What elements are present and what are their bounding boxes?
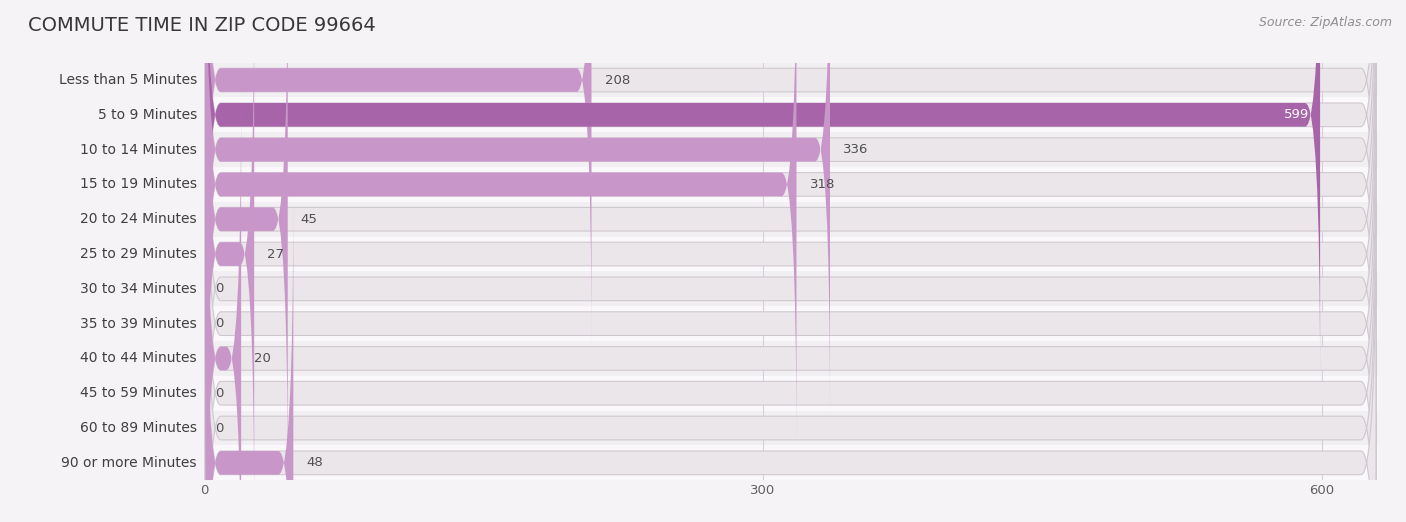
FancyBboxPatch shape <box>204 271 1378 306</box>
FancyBboxPatch shape <box>205 92 1376 522</box>
Text: 45 to 59 Minutes: 45 to 59 Minutes <box>80 386 197 400</box>
FancyBboxPatch shape <box>204 167 1378 202</box>
FancyBboxPatch shape <box>204 376 1378 411</box>
FancyBboxPatch shape <box>205 0 1320 382</box>
Text: 35 to 39 Minutes: 35 to 39 Minutes <box>80 317 197 330</box>
FancyBboxPatch shape <box>205 57 1376 522</box>
FancyBboxPatch shape <box>204 63 1378 98</box>
FancyBboxPatch shape <box>204 98 1378 132</box>
Text: 20: 20 <box>254 352 271 365</box>
Text: 599: 599 <box>1284 109 1309 121</box>
FancyBboxPatch shape <box>205 127 1376 522</box>
Text: 0: 0 <box>215 282 224 295</box>
Text: COMMUTE TIME IN ZIP CODE 99664: COMMUTE TIME IN ZIP CODE 99664 <box>28 16 375 34</box>
Text: 27: 27 <box>267 247 284 260</box>
Text: 25 to 29 Minutes: 25 to 29 Minutes <box>80 247 197 261</box>
Text: 40 to 44 Minutes: 40 to 44 Minutes <box>80 351 197 365</box>
Text: 318: 318 <box>810 178 835 191</box>
FancyBboxPatch shape <box>205 196 294 522</box>
Text: 48: 48 <box>307 456 323 469</box>
Text: 336: 336 <box>844 143 869 156</box>
FancyBboxPatch shape <box>205 0 830 416</box>
Text: 90 or more Minutes: 90 or more Minutes <box>62 456 197 470</box>
FancyBboxPatch shape <box>204 445 1378 480</box>
FancyBboxPatch shape <box>204 306 1378 341</box>
Text: 5 to 9 Minutes: 5 to 9 Minutes <box>97 108 197 122</box>
Text: 60 to 89 Minutes: 60 to 89 Minutes <box>80 421 197 435</box>
Text: 30 to 34 Minutes: 30 to 34 Minutes <box>80 282 197 296</box>
Text: Less than 5 Minutes: Less than 5 Minutes <box>59 73 197 87</box>
FancyBboxPatch shape <box>205 0 592 347</box>
FancyBboxPatch shape <box>205 196 1376 522</box>
FancyBboxPatch shape <box>205 0 288 486</box>
FancyBboxPatch shape <box>205 0 1376 451</box>
FancyBboxPatch shape <box>205 0 1376 382</box>
FancyBboxPatch shape <box>205 0 1376 520</box>
Text: 45: 45 <box>301 213 318 226</box>
FancyBboxPatch shape <box>204 341 1378 376</box>
Text: Source: ZipAtlas.com: Source: ZipAtlas.com <box>1258 16 1392 29</box>
Text: 15 to 19 Minutes: 15 to 19 Minutes <box>80 177 197 192</box>
FancyBboxPatch shape <box>205 0 1376 347</box>
FancyBboxPatch shape <box>205 0 254 520</box>
Text: 0: 0 <box>215 317 224 330</box>
FancyBboxPatch shape <box>204 236 1378 271</box>
FancyBboxPatch shape <box>205 0 796 451</box>
FancyBboxPatch shape <box>204 132 1378 167</box>
Text: 10 to 14 Minutes: 10 to 14 Minutes <box>80 143 197 157</box>
FancyBboxPatch shape <box>204 411 1378 445</box>
FancyBboxPatch shape <box>204 202 1378 236</box>
FancyBboxPatch shape <box>205 0 1376 416</box>
FancyBboxPatch shape <box>205 92 242 522</box>
Text: 208: 208 <box>605 74 630 87</box>
FancyBboxPatch shape <box>205 161 1376 522</box>
FancyBboxPatch shape <box>205 0 1376 486</box>
Text: 20 to 24 Minutes: 20 to 24 Minutes <box>80 212 197 226</box>
Text: 0: 0 <box>215 387 224 400</box>
Text: 0: 0 <box>215 422 224 434</box>
FancyBboxPatch shape <box>205 22 1376 522</box>
